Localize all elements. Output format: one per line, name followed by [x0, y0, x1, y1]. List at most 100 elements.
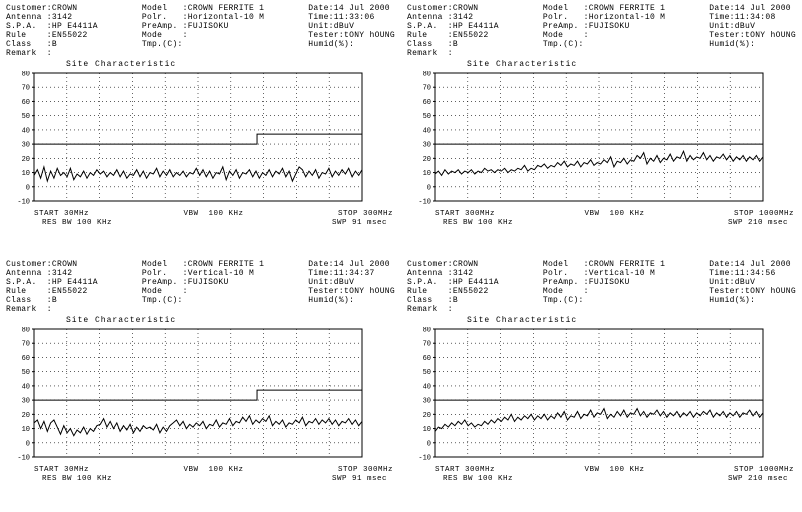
header-block: Customer:CROWN Antenna :3142 S.P.A. :HP …: [407, 260, 796, 314]
svg-text:60: 60: [423, 99, 431, 107]
header-block: Customer:CROWN Antenna :3142 S.P.A. :HP …: [407, 4, 796, 58]
chart: -1001020304050607080: [6, 71, 395, 209]
svg-text:50: 50: [22, 113, 30, 121]
header-col1: Customer:CROWN Antenna :3142 S.P.A. :HP …: [407, 4, 499, 58]
chart: -1001020304050607080: [6, 327, 395, 465]
svg-text:80: 80: [423, 327, 431, 335]
hdr-spa: S.P.A. :HP E4411A: [6, 22, 98, 31]
footer-start: START 300MHz: [435, 466, 495, 475]
hdr-polr: Polr. :Vertical-10 M: [142, 269, 264, 278]
svg-text:20: 20: [423, 412, 431, 420]
svg-text:30: 30: [22, 142, 30, 150]
svg-text:20: 20: [22, 412, 30, 420]
header-col1: Customer:CROWN Antenna :3142 S.P.A. :HP …: [407, 260, 499, 314]
svg-text:30: 30: [423, 398, 431, 406]
hdr-class: Class :B: [407, 40, 499, 49]
chart-footer-1: START 300MHz VBW 100 KHz STOP 1000MHz: [407, 210, 796, 219]
header-col3: Date:14 Jul 2000 Time:11:33:06 Unit:dBuV…: [308, 4, 395, 58]
hdr-mode: Mode :: [543, 31, 665, 40]
footer-start: START 30MHz: [34, 210, 89, 219]
svg-text:40: 40: [423, 127, 431, 135]
chart: -1001020304050607080: [407, 327, 796, 465]
hdr-model: Model :CROWN FERRITE 1: [543, 260, 665, 269]
svg-text:50: 50: [423, 369, 431, 377]
svg-text:40: 40: [423, 383, 431, 391]
chart-title: Site Characteristic: [66, 316, 395, 325]
svg-text:60: 60: [22, 99, 30, 107]
hdr-unit: Unit:dBuV: [709, 22, 796, 31]
header-col2: Model :CROWN FERRITE 1 Polr. :Horizontal…: [543, 4, 665, 58]
footer-swp: SWP 210 msec: [728, 475, 788, 484]
hdr-customer: Customer:CROWN: [6, 4, 98, 13]
hdr-polr: Polr. :Horizontal-10 M: [543, 13, 665, 22]
hdr-preamp: PreAmp. :FUJISOKU: [142, 22, 264, 31]
hdr-spa: S.P.A. :HP E4411A: [407, 22, 499, 31]
hdr-time: Time:11:34:37: [308, 269, 395, 278]
header-col2: Model :CROWN FERRITE 1 Polr. :Vertical-1…: [142, 260, 264, 314]
svg-text:10: 10: [22, 426, 30, 434]
header-col3: Date:14 Jul 2000 Time:11:34:08 Unit:dBuV…: [709, 4, 796, 58]
hdr-class: Class :B: [6, 296, 98, 305]
footer-resbw: RES BW 100 KHz: [42, 219, 112, 228]
svg-text:60: 60: [423, 355, 431, 363]
hdr-preamp: PreAmp. :FUJISOKU: [142, 278, 264, 287]
chart-footer-2: RES BW 100 KHz SWP 210 msec: [407, 475, 796, 484]
footer-swp: SWP 91 msec: [332, 219, 387, 228]
chart-footer-2: RES BW 100 KHz SWP 91 msec: [6, 475, 395, 484]
hdr-date: Date:14 Jul 2000: [308, 4, 395, 13]
hdr-date: Date:14 Jul 2000: [709, 4, 796, 13]
header-block: Customer:CROWN Antenna :3142 S.P.A. :HP …: [6, 260, 395, 314]
svg-text:-10: -10: [17, 199, 30, 207]
header-col1: Customer:CROWN Antenna :3142 S.P.A. :HP …: [6, 260, 98, 314]
svg-text:30: 30: [423, 142, 431, 150]
panel-bottom-left: Customer:CROWN Antenna :3142 S.P.A. :HP …: [0, 256, 401, 512]
hdr-tester: Tester:tONY hOUNG: [709, 287, 796, 296]
footer-resbw: RES BW 100 KHz: [443, 475, 513, 484]
svg-text:0: 0: [427, 440, 431, 448]
footer-swp: SWP 210 msec: [728, 219, 788, 228]
hdr-polr: Polr. :Vertical-10 M: [543, 269, 665, 278]
hdr-spa: S.P.A. :HP E4411A: [407, 278, 499, 287]
footer-stop: STOP 1000MHz: [734, 466, 794, 475]
svg-text:20: 20: [423, 156, 431, 164]
hdr-antenna: Antenna :3142: [6, 13, 98, 22]
hdr-model: Model :CROWN FERRITE 1: [142, 4, 264, 13]
svg-text:-10: -10: [418, 199, 431, 207]
hdr-tester: Tester:tONY hOUNG: [308, 287, 395, 296]
hdr-mode: Mode :: [142, 287, 264, 296]
footer-vbw: VBW 100 KHz: [183, 466, 243, 475]
hdr-rule: Rule :EN55022: [6, 31, 98, 40]
header-col3: Date:14 Jul 2000 Time:11:34:56 Unit:dBuV…: [709, 260, 796, 314]
chart-footer-2: RES BW 100 KHz SWP 91 msec: [6, 219, 395, 228]
panel-top-right: Customer:CROWN Antenna :3142 S.P.A. :HP …: [401, 0, 802, 256]
svg-text:60: 60: [22, 355, 30, 363]
svg-text:70: 70: [423, 85, 431, 93]
panel-top-left: Customer:CROWN Antenna :3142 S.P.A. :HP …: [0, 0, 401, 256]
chart-footer-1: START 30MHz VBW 100 KHz STOP 300MHz: [6, 210, 395, 219]
header-col2: Model :CROWN FERRITE 1 Polr. :Horizontal…: [142, 4, 264, 58]
header-col2: Model :CROWN FERRITE 1 Polr. :Vertical-1…: [543, 260, 665, 314]
hdr-time: Time:11:34:56: [709, 269, 796, 278]
hdr-antenna: Antenna :3142: [6, 269, 98, 278]
hdr-class: Class :B: [407, 296, 499, 305]
header-col3: Date:14 Jul 2000 Time:11:34:37 Unit:dBuV…: [308, 260, 395, 314]
hdr-antenna: Antenna :3142: [407, 13, 499, 22]
header-block: Customer:CROWN Antenna :3142 S.P.A. :HP …: [6, 4, 395, 58]
hdr-tester: Tester:tONY hOUNG: [709, 31, 796, 40]
svg-text:80: 80: [22, 71, 30, 79]
panel-bottom-right: Customer:CROWN Antenna :3142 S.P.A. :HP …: [401, 256, 802, 512]
chart-footer-2: RES BW 100 KHz SWP 210 msec: [407, 219, 796, 228]
hdr-spa: S.P.A. :HP E4411A: [6, 278, 98, 287]
svg-text:80: 80: [423, 71, 431, 79]
hdr-antenna: Antenna :3142: [407, 269, 499, 278]
hdr-preamp: PreAmp. :FUJISOKU: [543, 22, 665, 31]
hdr-tester: Tester:tONY hOUNG: [308, 31, 395, 40]
hdr-preamp: PreAmp. :FUJISOKU: [543, 278, 665, 287]
hdr-customer: Customer:CROWN: [407, 260, 499, 269]
footer-stop: STOP 1000MHz: [734, 210, 794, 219]
svg-text:30: 30: [22, 398, 30, 406]
footer-stop: STOP 300MHz: [338, 210, 393, 219]
hdr-tmp: Tmp.(C):: [142, 296, 264, 305]
hdr-rule: Rule :EN55022: [6, 287, 98, 296]
chart-title: Site Characteristic: [467, 316, 796, 325]
